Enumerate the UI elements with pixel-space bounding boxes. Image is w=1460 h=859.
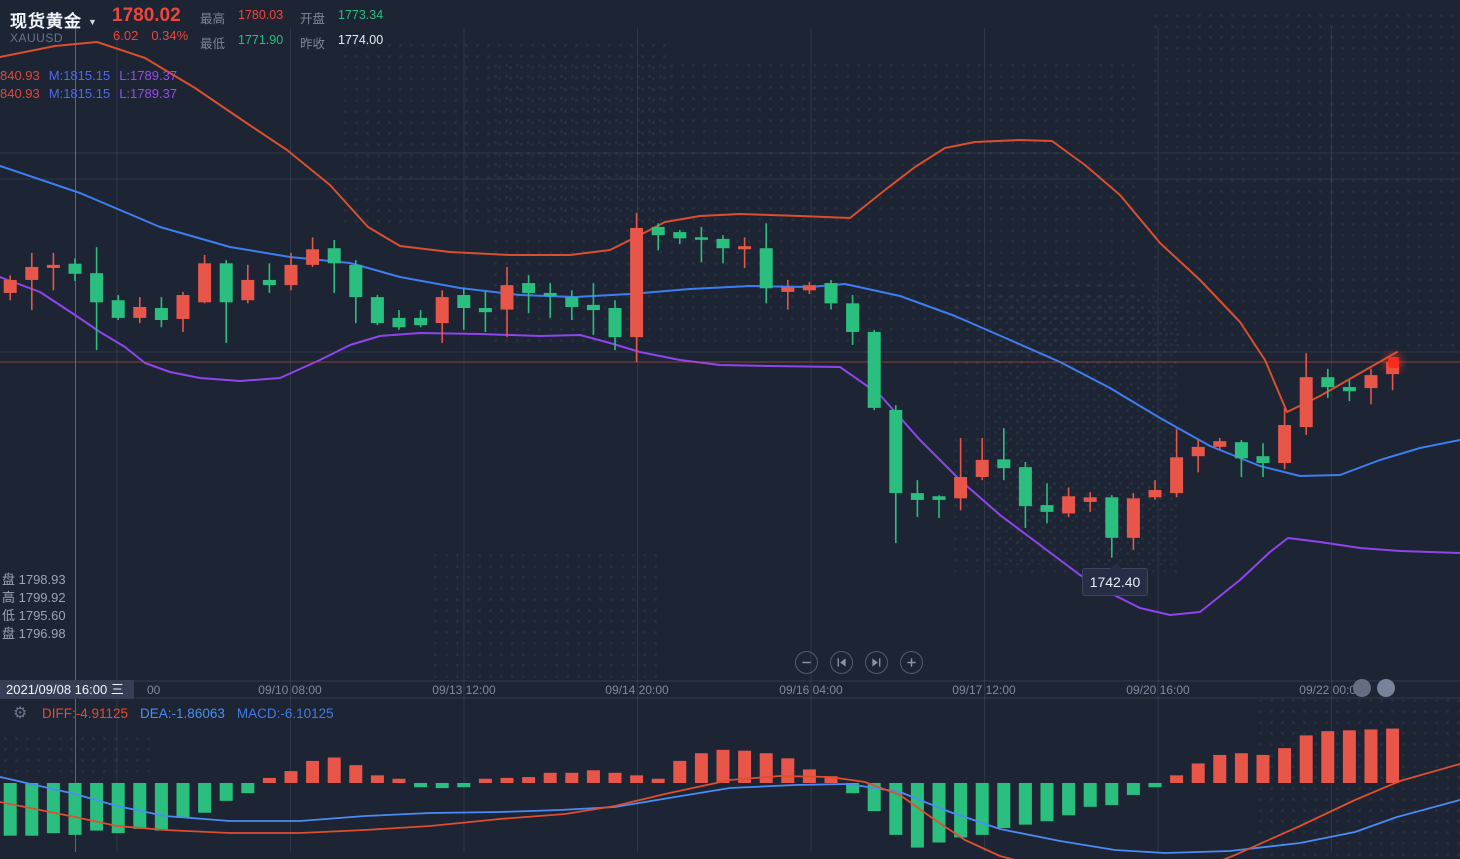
macd-histogram <box>3 728 1400 848</box>
scrollbar-dot-right[interactable] <box>1377 679 1395 697</box>
candles-layer <box>3 212 1400 558</box>
grid-layer <box>0 28 1460 852</box>
boll-m-value: M:1815.15 <box>48 86 111 101</box>
boll-h-value: 840.93 <box>0 86 40 101</box>
boll-labels-row-1: 840.93 M:1815.15 L:1789.37 <box>0 68 177 83</box>
x-axis-tick-label: 09/17 12:00 <box>952 683 1016 697</box>
scrollbar-dot-left[interactable] <box>1353 679 1371 697</box>
x-axis-tick-label: 09/14 20:00 <box>605 683 669 697</box>
hover-ohlc-row: 盘 1796.98 <box>2 626 66 641</box>
macd-lines <box>0 763 1460 859</box>
stat-value: 1771.90 <box>238 33 284 47</box>
macd-settings-gear-icon[interactable]: ⚙ <box>13 705 28 722</box>
x-axis-tick-label: 09/22 00:00 <box>1299 683 1363 697</box>
minus-icon <box>802 661 811 664</box>
skip-back-icon <box>837 658 846 667</box>
x-axis-tick-label: 09/10 08:00 <box>258 683 322 697</box>
stat-label: 最低 <box>200 37 226 51</box>
stat-label: 昨收 <box>300 37 326 51</box>
hover-ohlc-panel: 盘 1798.93 高 1799.92 低 1795.60 盘 1796.98 <box>2 571 66 643</box>
change-value: 6.02 <box>113 28 139 43</box>
pan-left-button[interactable] <box>830 651 853 674</box>
symbol-code: XAUUSD <box>10 31 64 45</box>
pan-right-button[interactable] <box>865 651 888 674</box>
symbol-dropdown[interactable]: 现货黄金 ▼ <box>10 7 98 32</box>
hover-ohlc-row: 盘 1798.93 <box>2 572 66 587</box>
x-axis-tick-label: 09/20 16:00 <box>1126 683 1190 697</box>
stat-label: 最高 <box>200 12 226 26</box>
macd-diff-value: DIFF:-4.91125 <box>42 706 129 721</box>
macd-dea-value: DEA:-1.86063 <box>140 706 225 721</box>
hover-ohlc-row: 高 1799.92 <box>2 590 66 605</box>
x-axis-label-remnant: 00 <box>147 683 161 697</box>
daily-stats: 最高 1780.03 开盘 1773.34 最低 1771.90 昨收 1774.00 <box>200 8 410 52</box>
zoom-in-button[interactable] <box>900 651 923 674</box>
skip-forward-icon <box>872 658 881 667</box>
boll-l-value: L:1789.37 <box>119 68 178 83</box>
price-change: 6.02 0.34% <box>113 28 201 43</box>
macd-values-row: DIFF:-4.91125 DEA:-1.86063 MACD:-6.10125 <box>42 706 334 721</box>
stat-value: 1773.34 <box>338 8 384 22</box>
hover-ohlc-row: 低 1795.60 <box>2 608 66 623</box>
change-percent: 0.34% <box>151 28 189 43</box>
x-axis-tick-label: 09/13 12:00 <box>432 683 496 697</box>
x-axis-tick-label: 09/16 04:00 <box>779 683 843 697</box>
stat-value: 1774.00 <box>338 33 384 47</box>
boll-m-value: M:1815.15 <box>48 68 111 83</box>
stat-label: 开盘 <box>300 12 326 26</box>
low-price-tooltip: 1742.40 <box>1082 563 1148 596</box>
chevron-down-icon: ▼ <box>88 17 98 27</box>
last-price-marker <box>1388 357 1399 368</box>
plus-icon <box>907 658 916 667</box>
boll-l-value: L:1789.37 <box>119 86 178 101</box>
bollinger-bands <box>0 41 1460 616</box>
zoom-out-button[interactable] <box>795 651 818 674</box>
last-price: 1780.02 <box>112 5 181 26</box>
stat-value: 1780.03 <box>238 8 284 22</box>
chart-nav-controls <box>795 651 923 674</box>
boll-h-value: 840.93 <box>0 68 40 83</box>
symbol-name: 现货黄金 <box>10 12 82 31</box>
crosshair-date-tooltip: 2021/09/08 16:00 三 <box>0 680 134 699</box>
macd-macd-value: MACD:-6.10125 <box>236 706 334 721</box>
boll-labels-row-2: 840.93 M:1815.15 L:1789.37 <box>0 86 177 101</box>
